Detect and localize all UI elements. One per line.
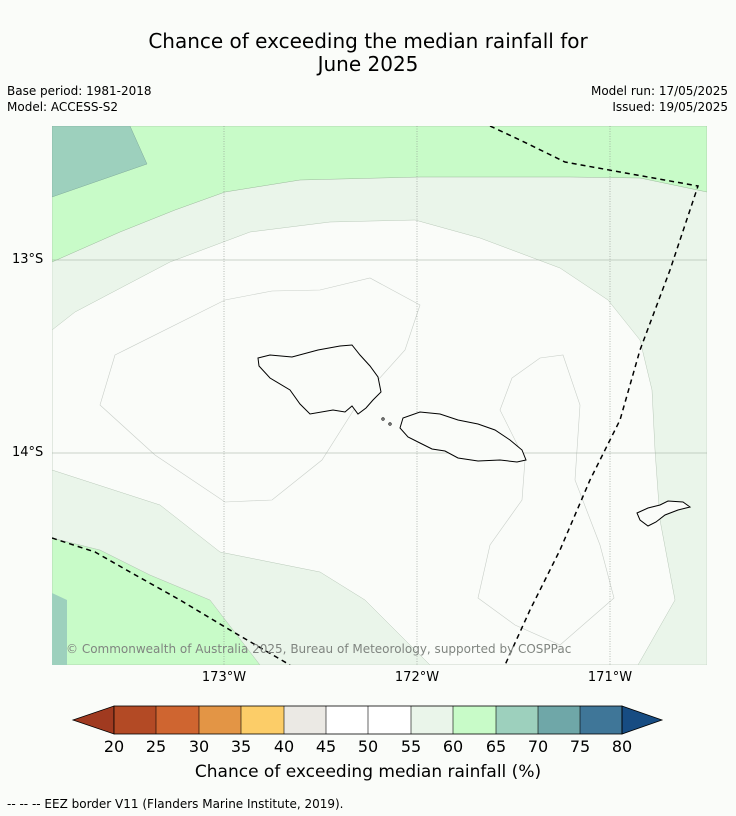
lat-label-14s: 14°S <box>12 445 44 460</box>
colorbar-cell-45-50 <box>326 706 368 734</box>
contour-50-west <box>99 277 421 503</box>
colorbar-label: Chance of exceeding median rainfall (%) <box>194 762 542 782</box>
colorbar-cell-20-25 <box>114 706 156 734</box>
colorbar-dividers <box>155 706 581 734</box>
colorbar-cell-75-80 <box>580 706 622 734</box>
zone-55-60-south <box>52 469 431 665</box>
tutuila-island <box>636 500 692 527</box>
apolima-islet <box>388 422 392 426</box>
eez-border-southwest <box>52 537 291 665</box>
colorbar-cell-50-55 <box>368 706 411 734</box>
colorbar-cell-35-40 <box>241 706 284 734</box>
colorbar <box>71 705 664 735</box>
title-line-1: Chance of exceeding the median rainfall … <box>148 29 588 53</box>
lon-label-173w: 173°W <box>201 670 247 685</box>
zone-65-70-south <box>52 593 67 665</box>
colorbar-tick: 25 <box>145 737 167 756</box>
eez-legend-note: -- -- -- EEZ border V11 (Flanders Marine… <box>7 797 344 811</box>
colorbar-tick: 55 <box>400 737 422 756</box>
colorbar-tick: 75 <box>569 737 591 756</box>
colorbar-tick: 70 <box>527 737 549 756</box>
colorbar-extend-low <box>71 705 115 735</box>
lon-label-172w: 172°W <box>394 670 440 685</box>
zone-60-65-north <box>52 126 707 263</box>
map-area: © Commonwealth of Australia 2025, Bureau… <box>52 126 707 665</box>
colorbar-cell-60-65 <box>453 706 496 734</box>
colorbar-tick: 80 <box>611 737 633 756</box>
colorbar-cell-30-35 <box>199 706 241 734</box>
savaii-island <box>257 344 382 415</box>
meta-left: Base period: 1981-2018 Model: ACCESS-S2 <box>7 83 152 115</box>
colorbar-cell-70-75 <box>538 706 580 734</box>
colorbar-cell-65-70 <box>496 706 538 734</box>
eez-border-east <box>489 126 699 665</box>
meta-right: Model run: 17/05/2025 Issued: 19/05/2025 <box>591 83 728 115</box>
colorbar-tick: 60 <box>442 737 464 756</box>
zone-65-70-north <box>52 126 148 198</box>
colorbar-tick: 35 <box>230 737 252 756</box>
model-name: Model: ACCESS-S2 <box>7 100 119 114</box>
model-run: Model run: 17/05/2025 <box>590 84 728 98</box>
colorbar-tick: 65 <box>485 737 507 756</box>
base-period: Base period: 1981-2018 <box>7 84 152 98</box>
colorbar-tick: 20 <box>103 737 125 756</box>
colorbar-tick: 30 <box>188 737 210 756</box>
map-title: Chance of exceeding the median rainfall … <box>0 30 736 76</box>
copyright-text: © Commonwealth of Australia 2025, Bureau… <box>66 642 571 656</box>
colorbar-tick: 50 <box>357 737 379 756</box>
colorbar-cell-55-60 <box>411 706 453 734</box>
colorbar-tick: 40 <box>273 737 295 756</box>
colorbar-cell-25-30 <box>156 706 199 734</box>
manono-islet <box>381 417 385 421</box>
title-line-2: June 2025 <box>317 52 419 76</box>
issued-date: Issued: 19/05/2025 <box>612 100 728 114</box>
colorbar-tick: 45 <box>315 737 337 756</box>
contour-50-east <box>477 354 615 646</box>
lon-label-171w: 171°W <box>587 670 633 685</box>
lat-label-13s: 13°S <box>12 252 44 267</box>
colorbar-extend-high <box>621 705 664 735</box>
upolu-island <box>399 411 527 463</box>
colorbar-cell-40-45 <box>284 706 326 734</box>
